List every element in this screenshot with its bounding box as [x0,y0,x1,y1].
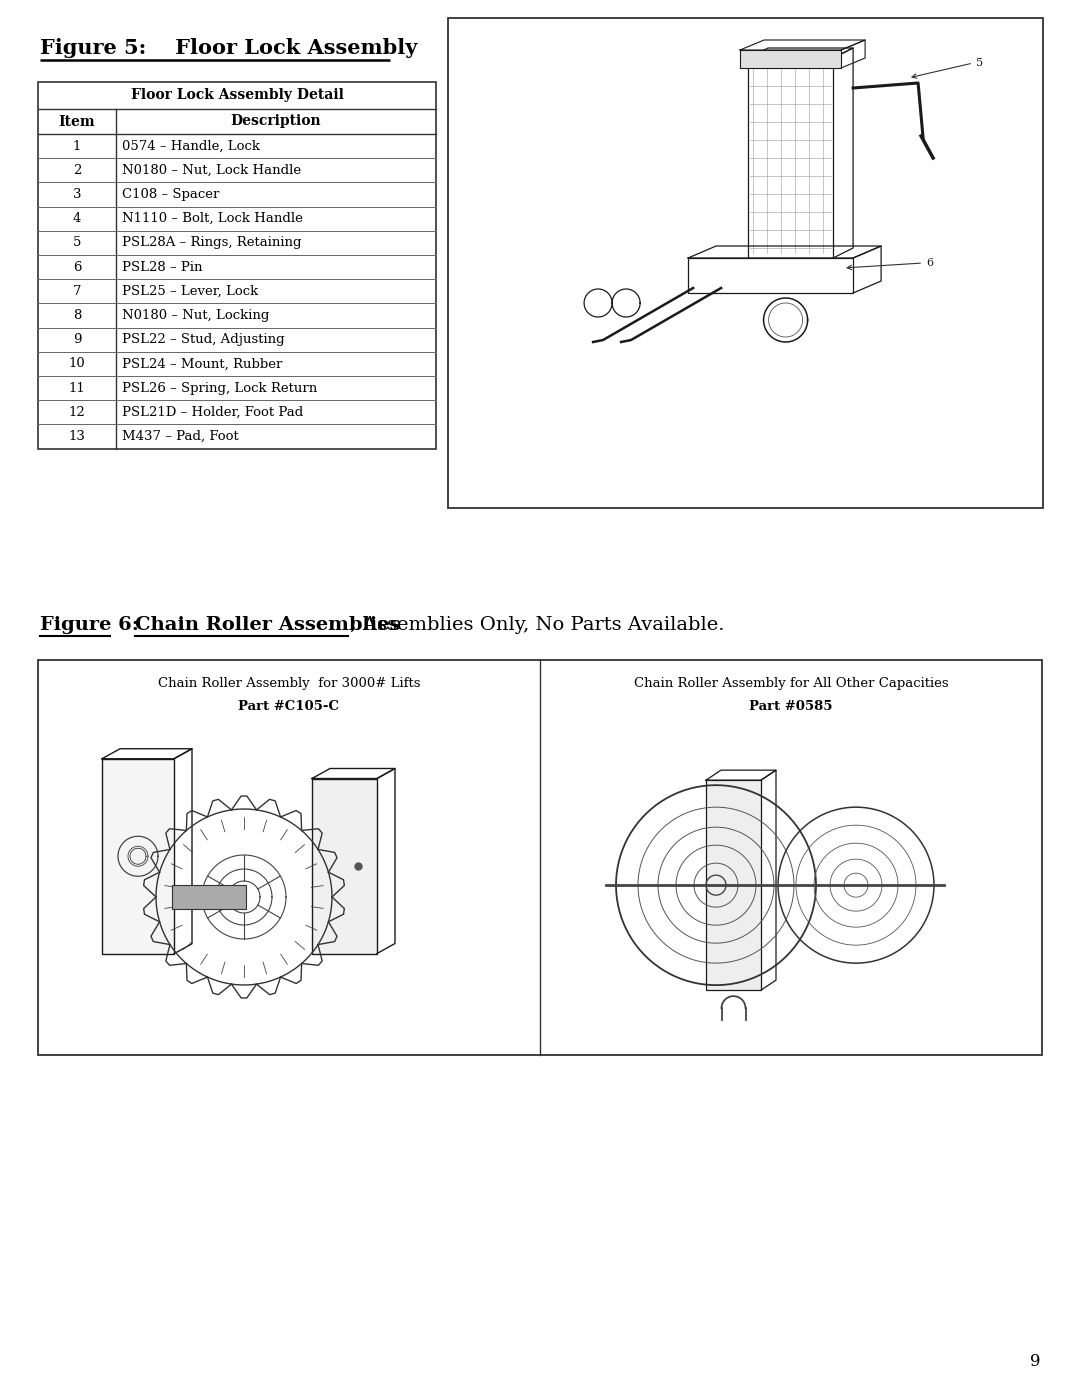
Text: Chain Roller Assembly  for 3000# Lifts: Chain Roller Assembly for 3000# Lifts [158,678,420,690]
Text: ; Assemblies Only, No Parts Available.: ; Assemblies Only, No Parts Available. [350,616,725,634]
Text: 12: 12 [69,405,85,419]
Text: 6: 6 [72,261,81,274]
Text: Part #C105-C: Part #C105-C [239,700,339,714]
Text: PSL28A – Rings, Retaining: PSL28A – Rings, Retaining [122,236,301,250]
Text: 5: 5 [976,59,983,68]
Text: 7: 7 [72,285,81,298]
Bar [748,59,833,258]
Text: Figure 5:    Floor Lock Assembly: Figure 5: Floor Lock Assembly [40,38,417,59]
Text: PSL26 – Spring, Lock Return: PSL26 – Spring, Lock Return [122,381,318,394]
Text: PSL21D – Holder, Foot Pad: PSL21D – Holder, Foot Pad [122,405,303,419]
Text: N0180 – Nut, Lock Handle: N0180 – Nut, Lock Handle [122,163,301,177]
Text: Description: Description [231,115,322,129]
Text: 5: 5 [72,236,81,250]
Text: 8: 8 [72,309,81,321]
Text: PSL24 – Mount, Rubber: PSL24 – Mount, Rubber [122,358,282,370]
Text: 6: 6 [926,258,933,268]
Text: 11: 11 [69,381,85,394]
Bar [312,778,377,954]
Text: PSL28 – Pin: PSL28 – Pin [122,261,203,274]
Bar [38,82,436,448]
Text: Floor Lock Assembly Detail: Floor Lock Assembly Detail [131,88,343,102]
Bar [172,886,246,909]
Bar [706,780,761,990]
Text: 2: 2 [72,163,81,177]
Text: N1110 – Bolt, Lock Handle: N1110 – Bolt, Lock Handle [122,212,302,225]
Text: 10: 10 [69,358,85,370]
Text: Figure 6:: Figure 6: [40,616,139,634]
Text: 13: 13 [68,430,85,443]
Bar [102,759,174,954]
Bar [448,18,1043,509]
Text: 0574 – Handle, Lock: 0574 – Handle, Lock [122,140,260,152]
Bar [740,50,841,68]
Text: 1: 1 [72,140,81,152]
Text: 3: 3 [72,189,81,201]
Bar [38,659,1042,1055]
Bar [688,258,853,293]
Text: Chain Roller Assemblies: Chain Roller Assemblies [135,616,401,634]
Text: C108 – Spacer: C108 – Spacer [122,189,219,201]
Text: 9: 9 [1029,1354,1040,1370]
Text: Item: Item [58,115,95,129]
Text: 4: 4 [72,212,81,225]
Text: PSL22 – Stud, Adjusting: PSL22 – Stud, Adjusting [122,334,285,346]
Text: PSL25 – Lever, Lock: PSL25 – Lever, Lock [122,285,258,298]
Text: N0180 – Nut, Locking: N0180 – Nut, Locking [122,309,269,321]
Text: M437 – Pad, Foot: M437 – Pad, Foot [122,430,239,443]
Text: Part #0585: Part #0585 [750,700,833,714]
Text: 9: 9 [72,334,81,346]
Text: Chain Roller Assembly for All Other Capacities: Chain Roller Assembly for All Other Capa… [634,678,948,690]
